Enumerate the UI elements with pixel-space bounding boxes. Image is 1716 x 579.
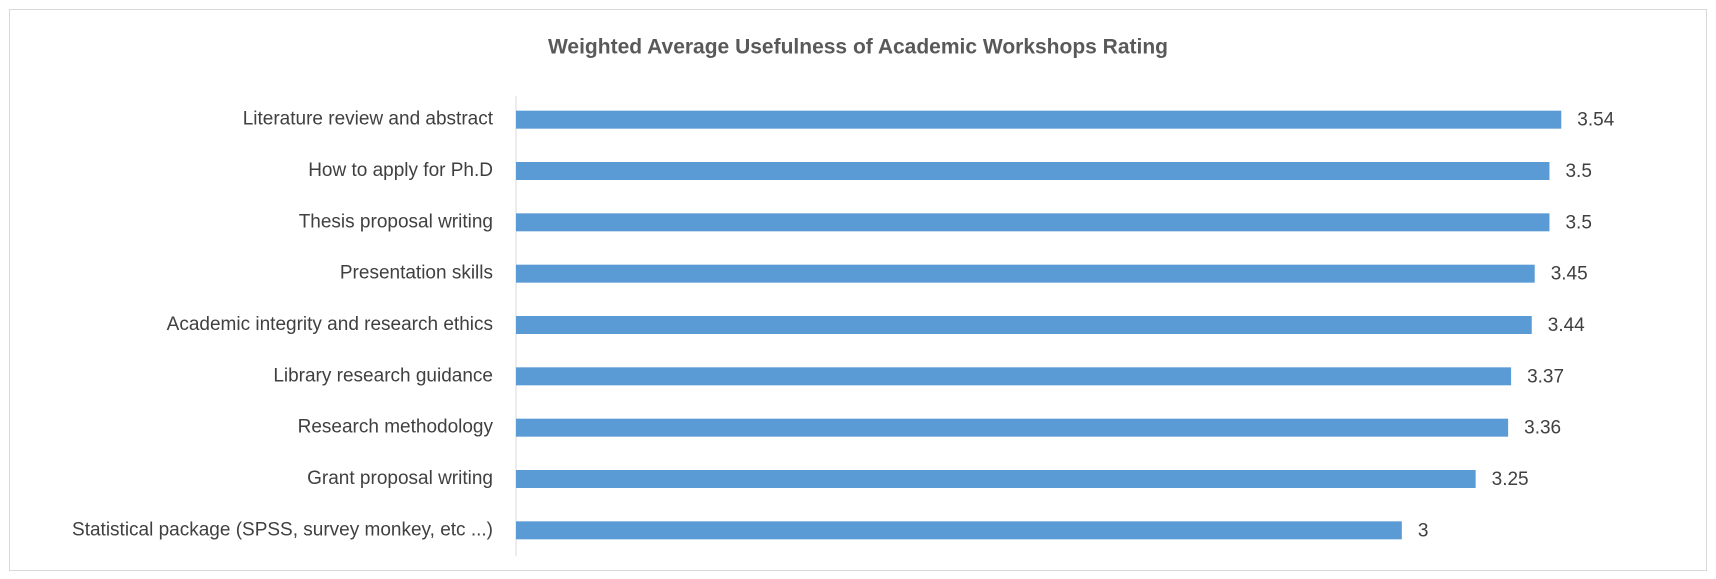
category-label: Library research guidance <box>273 365 493 386</box>
data-label: 3 <box>1418 520 1429 541</box>
data-label: 3.5 <box>1565 161 1591 182</box>
data-label: 3.54 <box>1577 110 1614 131</box>
bar <box>516 418 1509 437</box>
category-label: Literature review and abstract <box>243 109 494 130</box>
category-label: Presentation skills <box>340 263 493 284</box>
bar <box>516 162 1550 180</box>
bar <box>516 213 1550 232</box>
data-label: 3.44 <box>1548 315 1585 336</box>
category-label: Grant proposal writing <box>307 468 493 489</box>
bar <box>516 316 1532 334</box>
category-label: Statistical package (SPSS, survey monkey… <box>72 519 493 540</box>
chart-title: Weighted Average Usefulness of Academic … <box>548 36 1168 59</box>
data-label: 3.37 <box>1527 366 1564 387</box>
data-label: 3.25 <box>1492 469 1529 490</box>
bar <box>516 264 1535 283</box>
data-label: 3.5 <box>1565 212 1591 233</box>
category-label: Thesis proposal writing <box>299 211 493 232</box>
bar <box>516 367 1512 386</box>
bar <box>516 521 1402 540</box>
data-label: 3.45 <box>1551 264 1588 285</box>
data-label: 3.36 <box>1524 418 1561 439</box>
bar <box>516 470 1476 488</box>
bar <box>516 110 1562 129</box>
category-label: Academic integrity and research ethics <box>167 314 493 335</box>
category-label: How to apply for Ph.D <box>308 160 493 181</box>
category-label: Research methodology <box>298 417 494 438</box>
